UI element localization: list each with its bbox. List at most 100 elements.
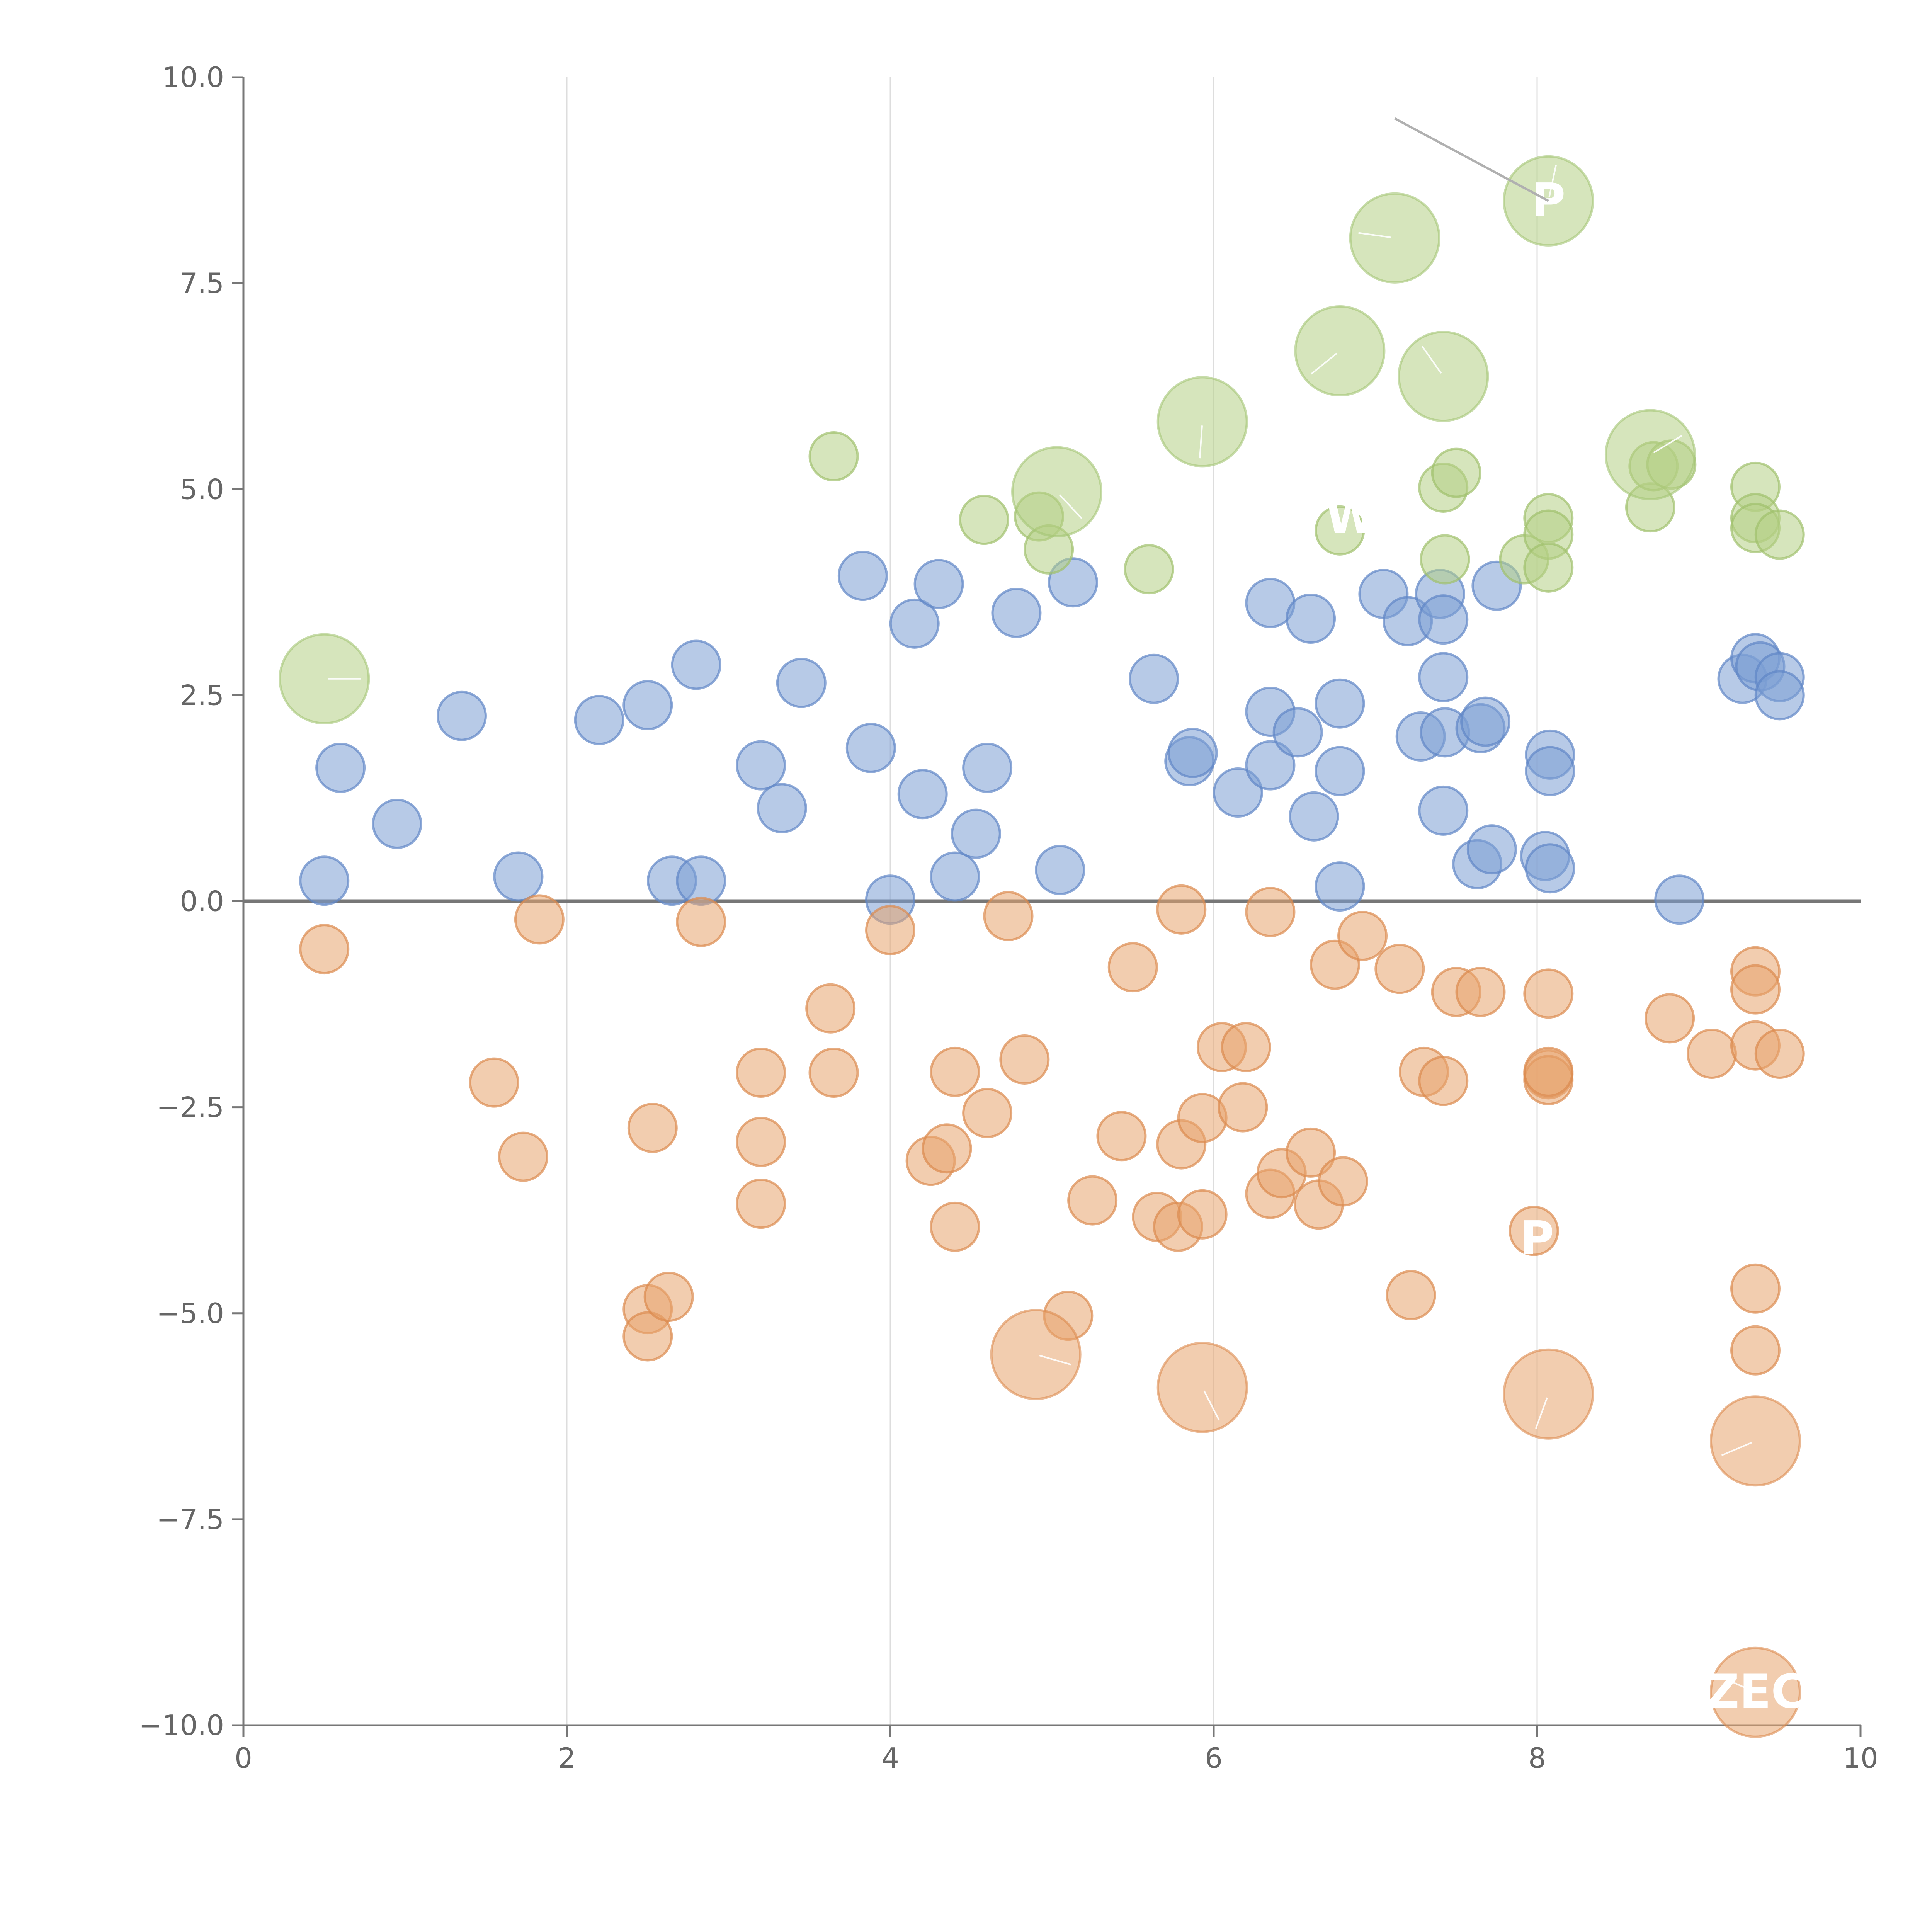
data-point-positive-small xyxy=(757,783,807,833)
data-point-negative-small xyxy=(983,891,1034,941)
y-tick-label: 7.5 xyxy=(180,267,224,299)
callout-line xyxy=(1394,117,1549,202)
data-point-green-small xyxy=(808,431,859,481)
data-point-positive-small xyxy=(897,769,948,820)
data-point-positive-small xyxy=(1129,653,1179,704)
y-tick-label: 10.0 xyxy=(162,61,224,94)
data-point-positive-small xyxy=(1035,845,1085,895)
data-point-positive-small xyxy=(913,559,964,609)
data-point-negative-small xyxy=(962,1088,1013,1138)
bubble-leader-line xyxy=(1199,425,1203,459)
data-point-positive-small xyxy=(1315,678,1365,729)
data-point-positive-small xyxy=(930,851,980,902)
data-point-negative-small xyxy=(1523,968,1574,1019)
data-point-positive-small xyxy=(1460,696,1511,747)
data-point-negative-small xyxy=(1107,942,1158,993)
highlighted-bubble xyxy=(1156,1342,1248,1433)
data-point-negative-small xyxy=(1754,1029,1805,1079)
data-point-positive-small xyxy=(574,695,624,745)
data-point-negative-small xyxy=(1096,1111,1147,1162)
data-point-green-small xyxy=(959,495,1009,545)
data-point-positive-small xyxy=(962,743,1013,793)
x-tick-label: 2 xyxy=(558,1742,576,1774)
data-point-positive-small xyxy=(1466,824,1517,875)
data-point-positive-small xyxy=(622,680,673,730)
data-point-negative-small xyxy=(676,896,726,947)
bubble-leader-line xyxy=(1358,232,1391,238)
highlighted-bubble xyxy=(1294,305,1386,396)
data-point-negative-small xyxy=(865,905,915,956)
y-tick-label: 0.0 xyxy=(180,885,224,918)
y-tick-label: −5.0 xyxy=(156,1297,224,1330)
data-point-positive-small xyxy=(1525,843,1575,894)
data-point-green-small xyxy=(1754,509,1805,560)
data-point-negative-small xyxy=(1686,1029,1737,1079)
highlighted-bubble xyxy=(1349,192,1440,284)
bubble-leader-line xyxy=(1039,1355,1071,1366)
data-point-positive-small xyxy=(736,740,786,791)
data-point-green-small xyxy=(1124,544,1174,595)
data-point-positive-small xyxy=(1654,874,1705,925)
annotation-label: W xyxy=(1326,491,1377,544)
data-point-negative-small xyxy=(1509,1206,1559,1256)
points-layer xyxy=(299,431,1805,1376)
data-point-green-small xyxy=(1315,505,1365,556)
data-point-negative-small xyxy=(1286,1127,1336,1178)
data-point-positive-small xyxy=(991,588,1042,638)
bubble-leader-line xyxy=(1311,352,1337,375)
highlighted-bubble xyxy=(1011,446,1103,537)
data-point-negative-small xyxy=(469,1057,519,1108)
data-point-green-small xyxy=(1420,534,1470,585)
data-point-positive-small xyxy=(776,658,827,708)
axis-layer: 0 2 4 6 8 10 10.0 7.5 5.0 2.5 0.0 −2.5 −5.0 −7.5 −10.0 xyxy=(139,61,1878,1774)
data-point-positive-small xyxy=(1418,652,1469,702)
data-point-positive-small xyxy=(493,851,544,902)
data-point-negative-small xyxy=(1318,1156,1368,1207)
bubble-leader-line xyxy=(1721,1677,1752,1692)
data-point-negative-small xyxy=(1418,1056,1469,1106)
data-point-negative-small xyxy=(1218,1082,1268,1133)
data-point-positive-small xyxy=(299,855,350,906)
annotation-label: P xyxy=(1520,1212,1554,1265)
x-tick-label: 4 xyxy=(881,1742,899,1774)
data-point-positive-small xyxy=(671,639,721,690)
data-point-negative-small xyxy=(999,1034,1050,1085)
bubble-leader-line xyxy=(1653,435,1682,454)
data-point-negative-small xyxy=(1730,1263,1781,1314)
data-point-negative-small xyxy=(1523,1046,1574,1097)
bubble-leader-line xyxy=(1422,346,1442,374)
data-point-negative-small xyxy=(736,1117,786,1167)
data-point-positive-small xyxy=(315,743,366,793)
data-point-negative-small xyxy=(1067,1175,1118,1226)
x-tick-label: 8 xyxy=(1528,1742,1546,1774)
data-point-negative-small xyxy=(930,1046,980,1097)
data-point-negative-small xyxy=(1221,1022,1271,1072)
data-point-positive-small xyxy=(1315,746,1365,796)
x-tick-label: 10 xyxy=(1843,1742,1878,1774)
bubble-label: ZEC xyxy=(1706,1665,1805,1719)
data-point-negative-small xyxy=(1177,1189,1228,1240)
bubble-leader-line xyxy=(1059,494,1083,519)
data-point-negative-small xyxy=(805,983,856,1034)
data-point-negative-small xyxy=(1645,993,1695,1044)
data-point-positive-small xyxy=(1167,728,1218,778)
data-point-negative-small xyxy=(1730,1325,1781,1376)
data-point-green-small xyxy=(1523,542,1574,593)
x-tick-label: 6 xyxy=(1205,1742,1223,1774)
highlighted-bubble xyxy=(1398,331,1489,422)
bubble-leader-line xyxy=(1203,1390,1220,1421)
data-point-negative-small xyxy=(808,1048,859,1098)
data-point-positive-small xyxy=(1213,767,1263,818)
highlighted-bubble xyxy=(1503,1348,1594,1440)
data-point-negative-small xyxy=(1156,884,1207,935)
highlighted-bubble xyxy=(1604,409,1696,500)
data-point-negative-small xyxy=(514,894,565,945)
highlighted-bubble xyxy=(1709,1646,1801,1738)
data-point-positive-small xyxy=(1418,594,1469,645)
bubble-leader-line xyxy=(1721,1442,1752,1456)
data-point-negative-small xyxy=(299,924,350,975)
y-tick-label: 5.0 xyxy=(180,473,224,505)
